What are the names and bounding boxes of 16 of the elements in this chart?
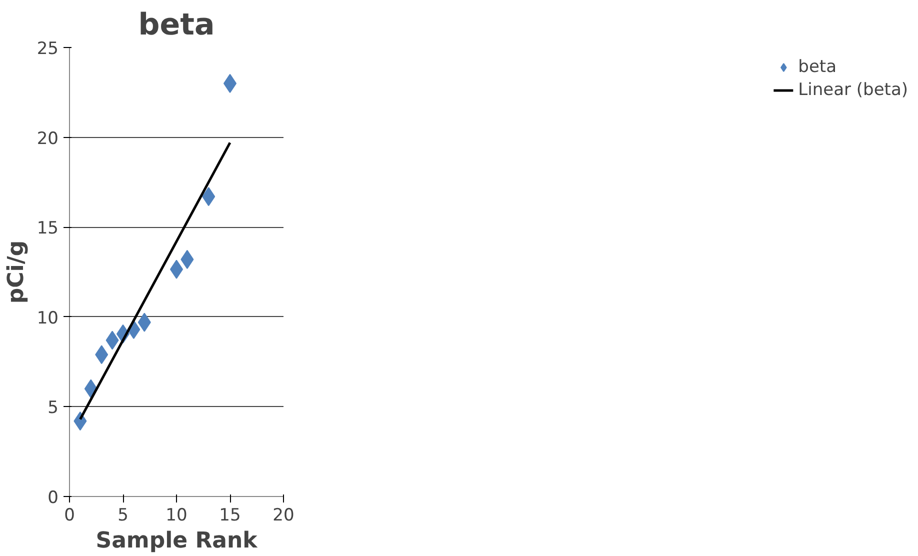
y-tick-label: 10 [36, 308, 59, 328]
y-tick-label: 0 [48, 488, 59, 508]
legend-label: beta [798, 57, 836, 77]
y-axis-title: pCi/g [4, 240, 29, 304]
x-tick-label: 0 [64, 506, 75, 526]
chart-title: beta [138, 8, 215, 42]
y-tick-label: 5 [48, 398, 59, 418]
x-axis-title: Sample Rank [96, 528, 259, 554]
x-tick-label: 5 [118, 506, 128, 526]
y-tick-label: 20 [36, 128, 59, 149]
y-tick-label: 15 [36, 218, 59, 239]
x-tick-label: 10 [166, 506, 188, 526]
legend-label: Linear (beta) [798, 80, 908, 100]
y-tick-label: 25 [36, 39, 59, 59]
x-tick-label: 15 [219, 506, 241, 526]
x-tick-label: 20 [272, 506, 294, 526]
